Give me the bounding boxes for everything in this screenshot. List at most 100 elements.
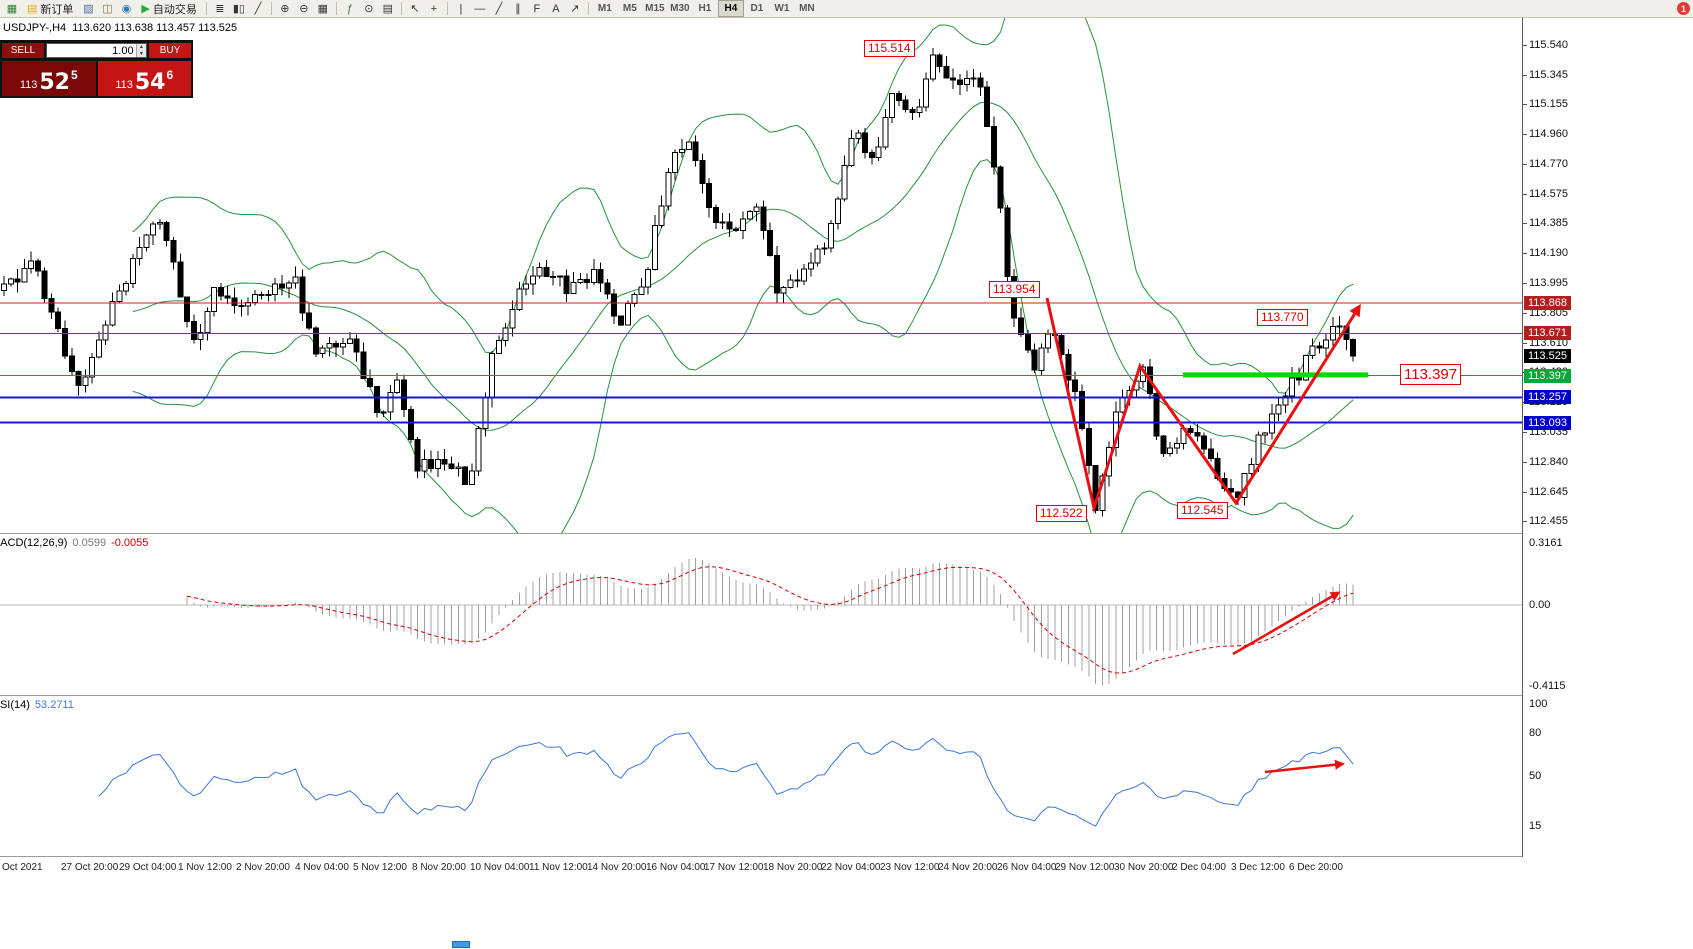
- indicators-icon[interactable]: ƒ: [341, 1, 359, 17]
- time-axis-label: 16 Nov 04:00: [646, 862, 706, 873]
- price-axis-label: 114.190: [1529, 247, 1568, 259]
- price-axis-tick: [1523, 134, 1527, 135]
- candlestick-chart[interactable]: [0, 0, 1522, 561]
- price-axis-label: 114.960: [1529, 128, 1568, 140]
- h-scrollbar-thumb[interactable]: [452, 941, 470, 948]
- volume-field: ▲ ▼: [46, 43, 147, 58]
- price-axis-tick: [1523, 164, 1527, 165]
- price-axis-label: 115.155: [1529, 98, 1568, 110]
- candlestick-chart-icon[interactable]: ▮▯: [230, 1, 248, 17]
- panel-splitter[interactable]: [0, 695, 1693, 696]
- timeframe-m1[interactable]: M1: [597, 3, 612, 14]
- charts-grid-icon[interactable]: ▨: [79, 1, 97, 17]
- price-axis-tick: [1523, 45, 1527, 46]
- vertical-line-icon[interactable]: |: [452, 1, 470, 17]
- price-callout[interactable]: 115.514: [864, 40, 915, 57]
- rsi-value: 53.2711: [34, 699, 74, 711]
- bar-chart-icon[interactable]: ≣: [211, 1, 229, 17]
- horizontal-line-icon[interactable]: —: [471, 1, 489, 17]
- price-axis-tick: [1523, 223, 1527, 224]
- timeframe-h4[interactable]: H4: [717, 0, 744, 17]
- panel-splitter[interactable]: [0, 533, 1693, 534]
- sell-price-button[interactable]: 113 52 5: [2, 61, 96, 96]
- cursor-icon[interactable]: ↖: [406, 1, 424, 17]
- price-callout[interactable]: 112.522: [1036, 505, 1087, 522]
- indicators-icon-glyph: ƒ: [346, 2, 353, 15]
- autotrading-button[interactable]: ▶ 自动交易: [136, 1, 201, 17]
- price-axis-label: 113.995: [1529, 277, 1568, 289]
- price-axis-tick: [1523, 104, 1527, 105]
- price-axis-tick: [1523, 343, 1527, 344]
- one-click-top-row: SELL ▲ ▼ BUY: [2, 42, 191, 59]
- trend-arrows[interactable]: [1045, 297, 1361, 514]
- zoom-in-icon[interactable]: ⊕: [276, 1, 294, 17]
- price-axis[interactable]: 115.540 115.345 115.155 114.960 114.770 114.5…: [1522, 18, 1693, 857]
- macd-signal-line: [186, 566, 1354, 674]
- price-axis-tick: [1523, 462, 1527, 463]
- crosshair-icon[interactable]: +: [425, 1, 443, 17]
- zoom-out-icon[interactable]: ⊖: [295, 1, 313, 17]
- sell-button[interactable]: SELL: [2, 43, 44, 58]
- macd-panel[interactable]: MACD(12,26,9) 0.0599 -0.0055: [0, 534, 1693, 695]
- rsi-name: RSI(14): [0, 699, 30, 711]
- new-order-button[interactable]: ▤ 新订单: [22, 1, 78, 17]
- one-click-price-row: 113 52 5 113 54 6: [2, 61, 191, 96]
- price-axis-badge: 113.671: [1524, 326, 1571, 340]
- navigator-icon[interactable]: ◫: [98, 1, 116, 17]
- rsi-axis-label: 100: [1529, 698, 1548, 710]
- candles-series: [1, 48, 1357, 517]
- arrows-icon[interactable]: ↗: [566, 1, 584, 17]
- text-icon[interactable]: A: [547, 1, 565, 17]
- templates-icon-glyph: ▤: [382, 3, 394, 15]
- timeframe-m15[interactable]: M15: [645, 3, 665, 14]
- navigator-icon-glyph: ◫: [102, 3, 113, 15]
- buy-price-button[interactable]: 113 54 6: [97, 61, 191, 96]
- tile-windows-icon-glyph: ▦: [317, 3, 329, 15]
- toolbar: ▦ ▤ 新订单 ▨ ◫ ◉ ▶ 自动交易 ≣ ▮▯ ╱ ⊕ ⊖ ▦ ƒ ⊙ ▤ ↖ + | — ╱ ∥ F A ↗ M1 M5 M15 M…: [0, 0, 1693, 18]
- alerts-icon[interactable]: ◉: [117, 1, 135, 17]
- time-axis[interactable]: Oct 2021 27 Oct 20:00 29 Oct 04:00 1 Nov 12…: [0, 857, 1693, 879]
- buy-button[interactable]: BUY: [149, 43, 191, 58]
- rsi-axis-label: 50: [1529, 770, 1542, 782]
- channel-icon[interactable]: ∥: [509, 1, 527, 17]
- panel-splitter[interactable]: [0, 856, 1693, 857]
- time-axis-label: 3 Dec 12:00: [1231, 862, 1285, 873]
- timeframe-mn[interactable]: MN: [799, 3, 815, 14]
- macd-axis-label: 0.00: [1529, 599, 1551, 611]
- time-axis-label: 6 Dec 20:00: [1289, 862, 1343, 873]
- tile-windows-icon[interactable]: ▦: [314, 1, 332, 17]
- line-chart-icon[interactable]: ╱: [249, 1, 267, 17]
- toolbar-separator: [205, 2, 207, 15]
- new-chart-icon[interactable]: ▦: [3, 1, 21, 17]
- trendline-icon[interactable]: ╱: [490, 1, 508, 17]
- price-callout[interactable]: 113.954: [989, 281, 1040, 298]
- periods-icon[interactable]: ⊙: [360, 1, 378, 17]
- templates-icon[interactable]: ▤: [379, 1, 397, 17]
- volume-spinner: ▲ ▼: [135, 44, 146, 57]
- macd-trend-arrow[interactable]: [1232, 591, 1341, 656]
- timeframe-d1[interactable]: D1: [750, 3, 764, 14]
- horizontal-lines[interactable]: [0, 302, 1522, 424]
- volume-increase-button[interactable]: ▲: [136, 44, 146, 51]
- price-axis-badge: 113.525: [1524, 349, 1571, 363]
- price-callout[interactable]: 112.545: [1177, 502, 1228, 519]
- fibonacci-icon[interactable]: F: [528, 1, 546, 17]
- notification-badge[interactable]: 1: [1677, 2, 1690, 15]
- new-order-button-label: 新订单: [40, 3, 74, 16]
- sell-price-sup: 5: [70, 68, 78, 82]
- price-axis-label: 112.645: [1529, 486, 1568, 498]
- rsi-panel[interactable]: RSI(14) 53.2711: [0, 696, 1693, 856]
- time-axis-label: 1 Nov 12:00: [178, 862, 232, 873]
- timeframe-h1[interactable]: H1: [698, 3, 712, 14]
- rsi-trend-arrow[interactable]: [1264, 759, 1345, 774]
- main-chart-panel[interactable]: USDJPY-,H4 113.620 113.638 113.457 113.52…: [0, 0, 1693, 561]
- timeframe-w1[interactable]: W1: [774, 3, 790, 14]
- timeframe-m5[interactable]: M5: [622, 3, 637, 14]
- price-callout[interactable]: 113.397: [1400, 364, 1462, 385]
- volume-input[interactable]: [47, 44, 136, 57]
- price-axis-label: 114.575: [1529, 188, 1568, 200]
- toolbar-separator: [400, 2, 402, 15]
- price-callout[interactable]: 113.770: [1257, 309, 1308, 326]
- volume-decrease-button[interactable]: ▼: [136, 50, 146, 57]
- timeframe-m30[interactable]: M30: [670, 3, 690, 14]
